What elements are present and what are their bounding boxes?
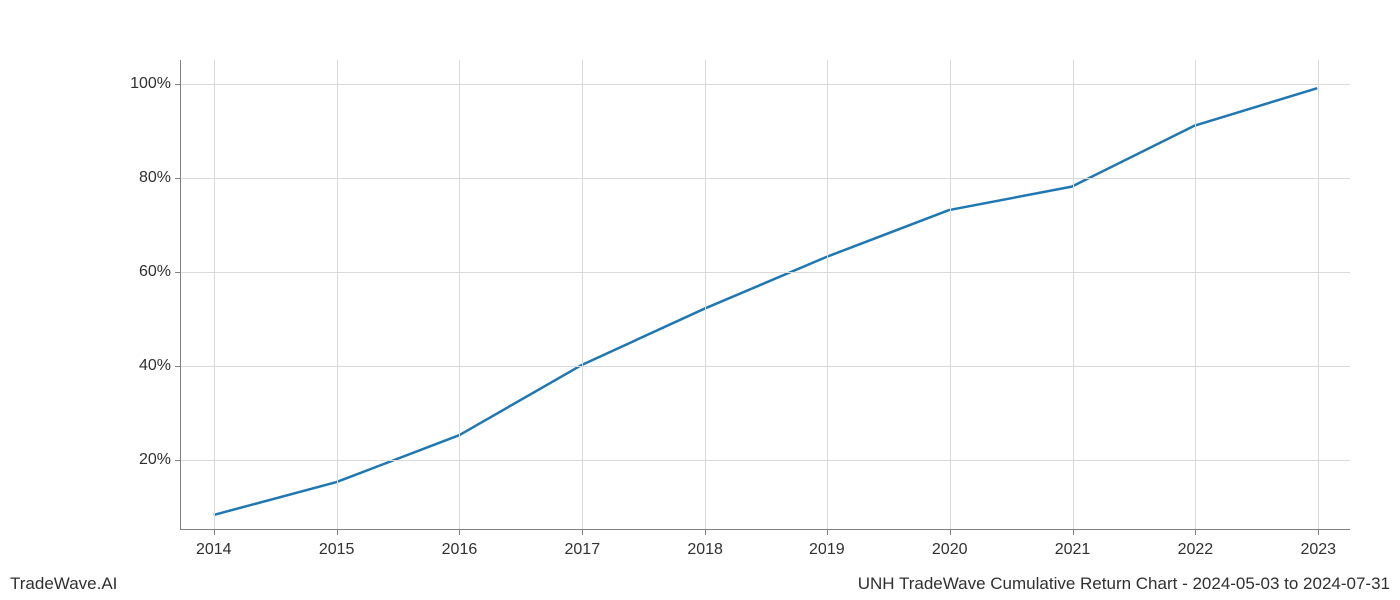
gridline-horizontal bbox=[181, 460, 1350, 461]
chart-container: 2014201520162017201820192020202120222023… bbox=[180, 60, 1350, 530]
footer-brand: TradeWave.AI bbox=[10, 574, 117, 594]
gridline-horizontal bbox=[181, 366, 1350, 367]
x-axis-label: 2023 bbox=[1300, 541, 1336, 559]
gridline-horizontal bbox=[181, 272, 1350, 273]
x-axis-label: 2018 bbox=[687, 541, 723, 559]
plot-area: 2014201520162017201820192020202120222023… bbox=[180, 60, 1350, 530]
data-line bbox=[214, 88, 1318, 515]
y-axis-label: 80% bbox=[111, 169, 171, 187]
gridline-horizontal bbox=[181, 84, 1350, 85]
x-axis-label: 2019 bbox=[809, 541, 845, 559]
footer-title: UNH TradeWave Cumulative Return Chart - … bbox=[858, 574, 1390, 594]
y-axis-label: 40% bbox=[111, 357, 171, 375]
gridline-horizontal bbox=[181, 178, 1350, 179]
y-axis-label: 100% bbox=[111, 75, 171, 93]
x-axis-label: 2016 bbox=[442, 541, 478, 559]
x-axis-label: 2022 bbox=[1178, 541, 1214, 559]
x-tick bbox=[1073, 529, 1074, 535]
x-axis-label: 2021 bbox=[1055, 541, 1091, 559]
x-tick bbox=[1195, 529, 1196, 535]
y-axis-label: 60% bbox=[111, 263, 171, 281]
x-axis-label: 2014 bbox=[196, 541, 232, 559]
x-axis-label: 2020 bbox=[932, 541, 968, 559]
x-tick bbox=[337, 529, 338, 535]
x-tick bbox=[1318, 529, 1319, 535]
x-tick bbox=[459, 529, 460, 535]
y-tick bbox=[175, 366, 181, 367]
x-tick bbox=[582, 529, 583, 535]
y-axis-label: 20% bbox=[111, 451, 171, 469]
x-tick bbox=[214, 529, 215, 535]
x-tick bbox=[827, 529, 828, 535]
y-tick bbox=[175, 460, 181, 461]
x-tick bbox=[950, 529, 951, 535]
x-tick bbox=[705, 529, 706, 535]
y-tick bbox=[175, 84, 181, 85]
y-tick bbox=[175, 178, 181, 179]
x-axis-label: 2015 bbox=[319, 541, 355, 559]
y-tick bbox=[175, 272, 181, 273]
x-axis-label: 2017 bbox=[565, 541, 601, 559]
